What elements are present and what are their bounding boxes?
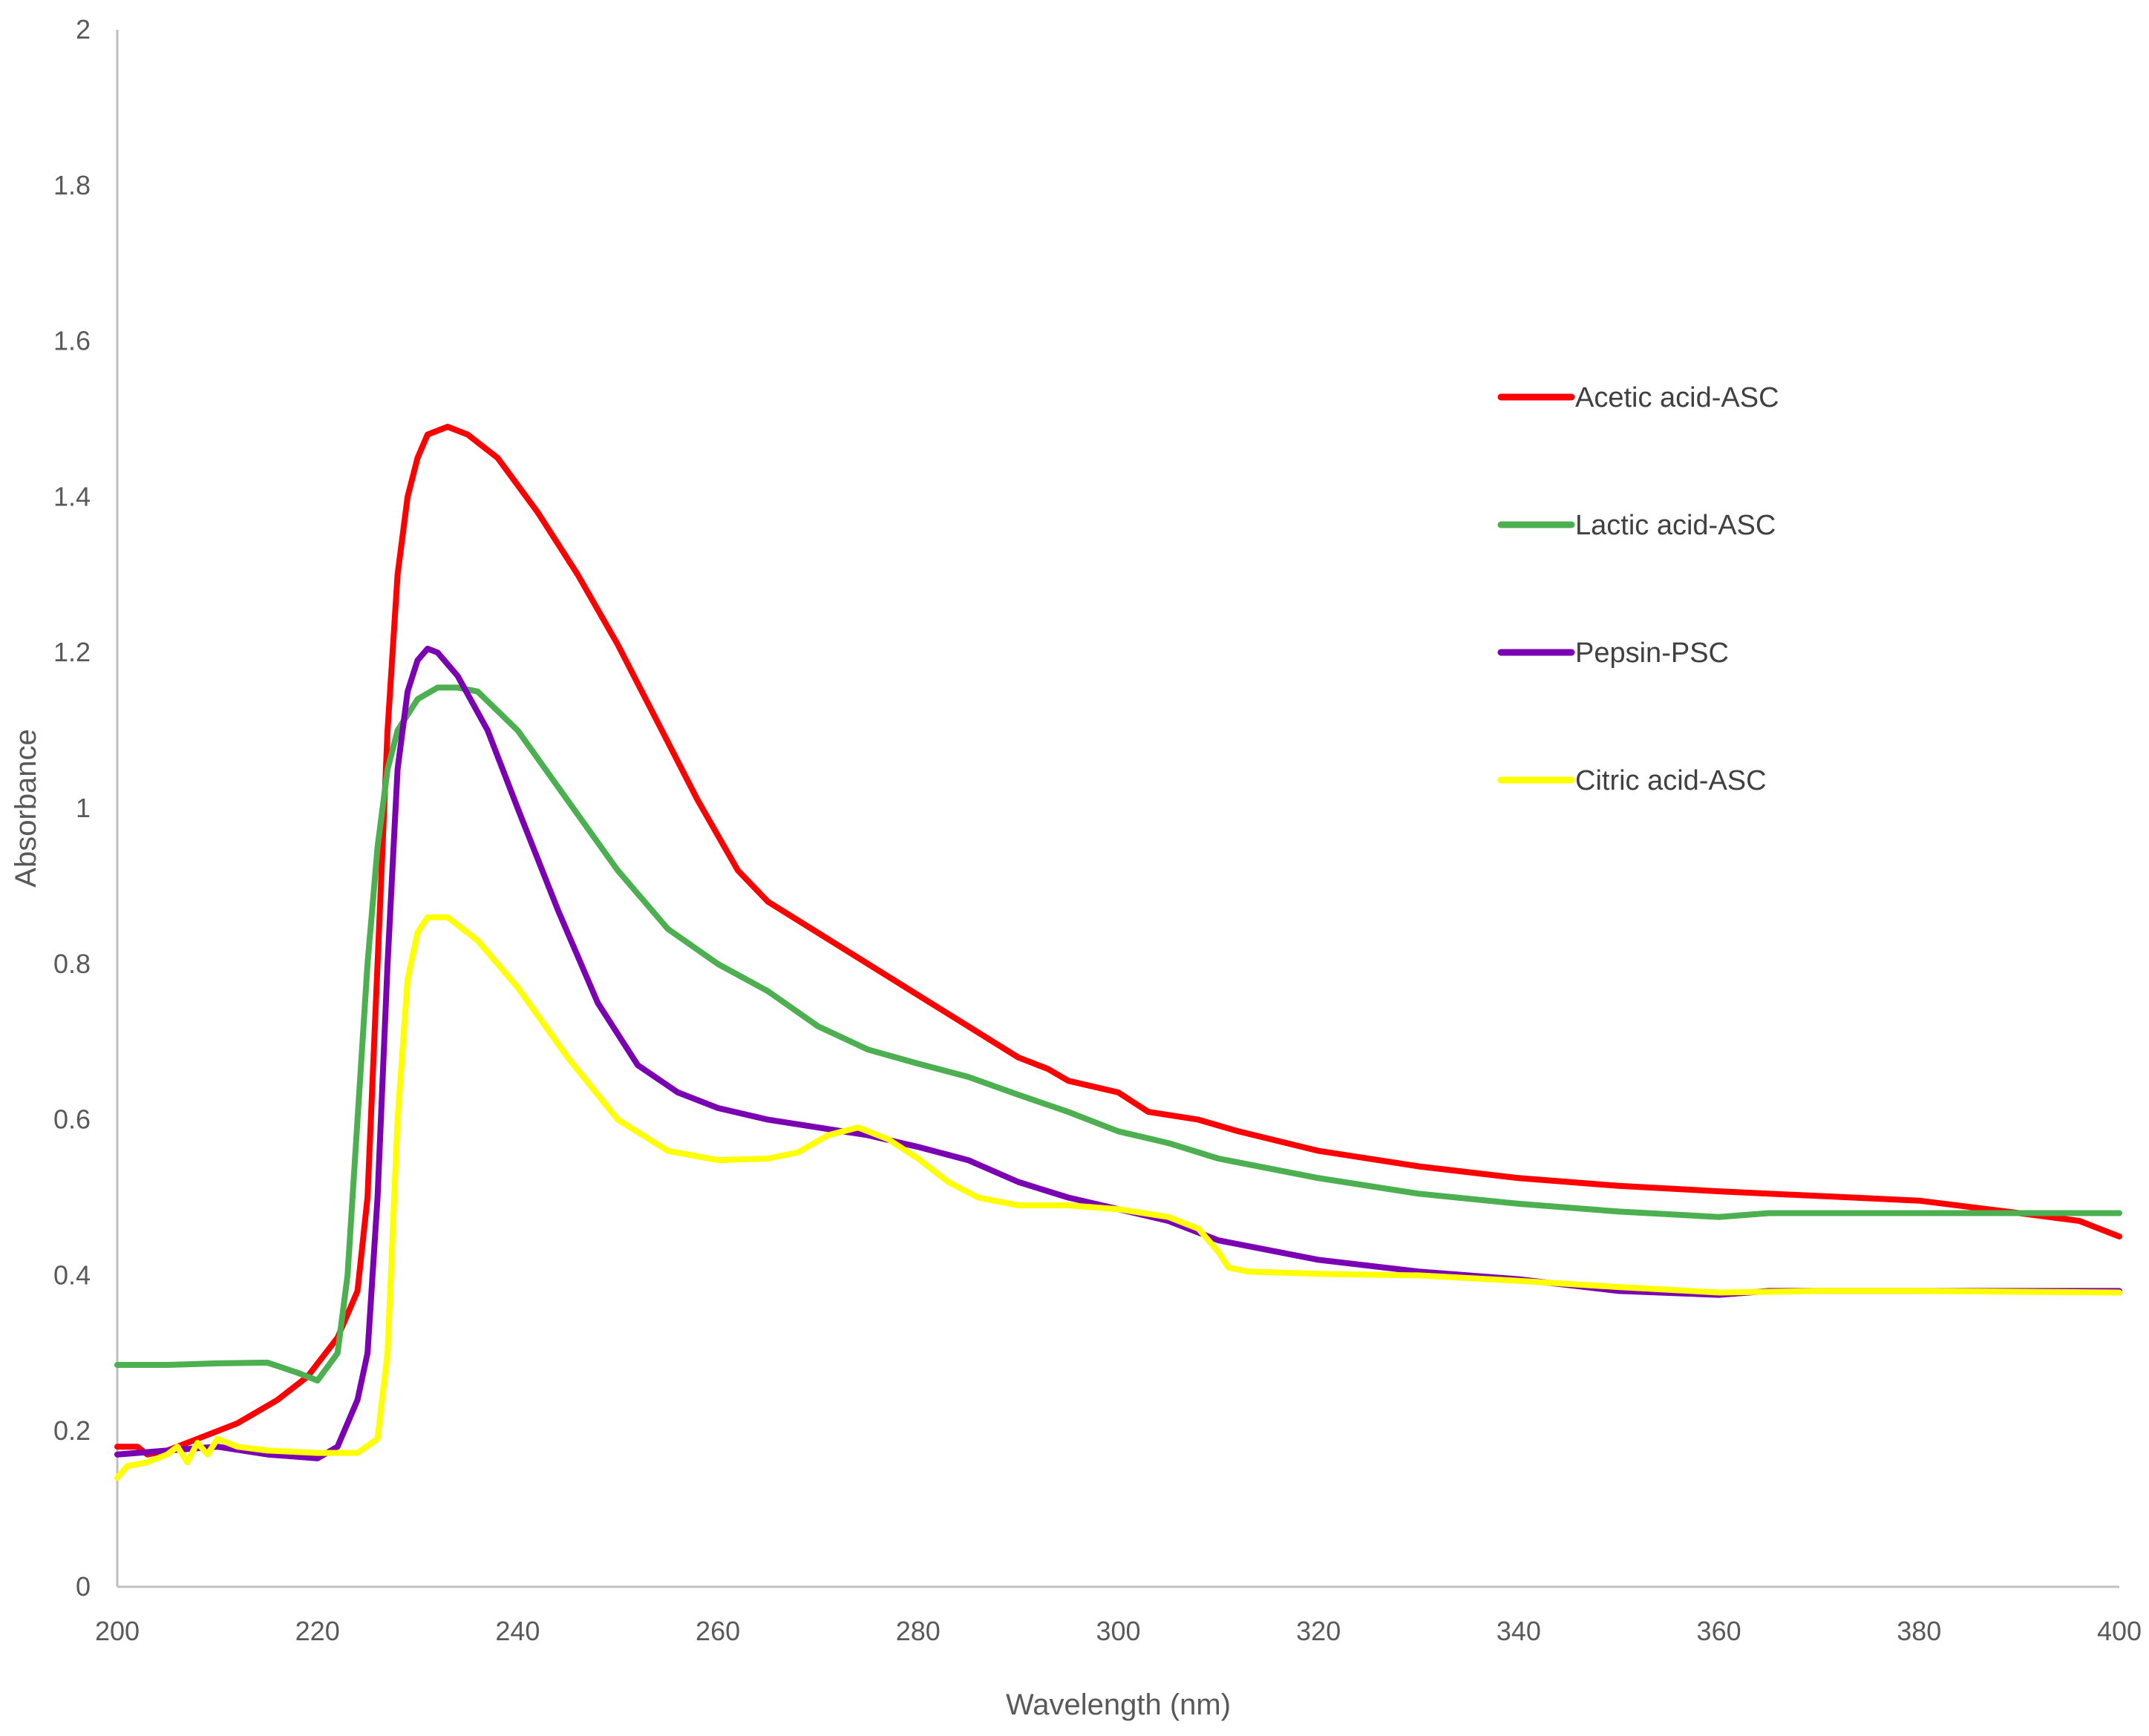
y-tick-label: 0.4: [53, 1260, 91, 1290]
x-tick-label: 340: [1497, 1616, 1541, 1646]
axes: [116, 30, 2119, 1588]
legend-label: Pepsin-PSC: [1575, 638, 1729, 669]
x-tick-label: 220: [295, 1616, 340, 1646]
x-tick-label: 360: [1697, 1616, 1741, 1646]
x-axis-title: Wavelength (nm): [1006, 1688, 1231, 1721]
y-tick-label: 1.4: [53, 481, 91, 511]
y-tick-label: 0.8: [53, 949, 91, 979]
y-axis-title: Absorbance: [10, 729, 42, 887]
x-tick-label: 280: [896, 1616, 941, 1646]
legend-label: Lactic acid-ASC: [1575, 510, 1776, 541]
x-tick-labels: 200 220 240 260 280 300 320 340 360 380 400: [95, 1616, 2142, 1646]
x-tick-label: 200: [95, 1616, 140, 1646]
series-line-lactic-acid-asc: [114, 684, 2122, 1383]
y-tick-label: 0.6: [53, 1104, 91, 1135]
x-tick-label: 400: [2097, 1616, 2142, 1646]
y-tick-label: 1.6: [53, 326, 91, 356]
y-tick-label: 0.2: [53, 1415, 91, 1446]
y-tick-label: 1.8: [53, 170, 91, 200]
x-tick-label: 380: [1897, 1616, 1941, 1646]
x-tick-label: 320: [1296, 1616, 1341, 1646]
legend: Acetic acid-ASC Lactic acid-ASC Pepsin-PSC…: [1497, 382, 1779, 796]
x-tick-label: 240: [495, 1616, 540, 1646]
y-tick-label: 1: [76, 793, 91, 823]
series-lines: [114, 424, 2122, 1481]
series-line-citric-acid-asc: [114, 914, 2122, 1481]
series-line-pepsin-psc: [114, 646, 2122, 1461]
series-line-acetic-acid-asc: [114, 424, 2122, 1458]
y-tick-label: 2: [76, 14, 91, 45]
y-tick-label: 0: [76, 1571, 91, 1602]
legend-label: Citric acid-ASC: [1575, 765, 1767, 796]
y-tick-label: 1.2: [53, 637, 91, 667]
x-tick-label: 260: [696, 1616, 740, 1646]
legend-label: Acetic acid-ASC: [1575, 382, 1779, 413]
y-tick-labels: 0 0.2 0.4 0.6 0.8 1 1.2 1.4 1.6 1.8 2: [53, 14, 91, 1602]
x-tick-label: 300: [1096, 1616, 1140, 1646]
